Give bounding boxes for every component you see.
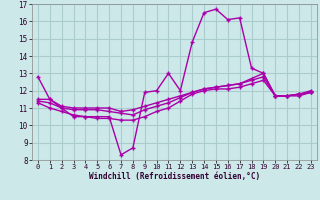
X-axis label: Windchill (Refroidissement éolien,°C): Windchill (Refroidissement éolien,°C) [89, 172, 260, 181]
